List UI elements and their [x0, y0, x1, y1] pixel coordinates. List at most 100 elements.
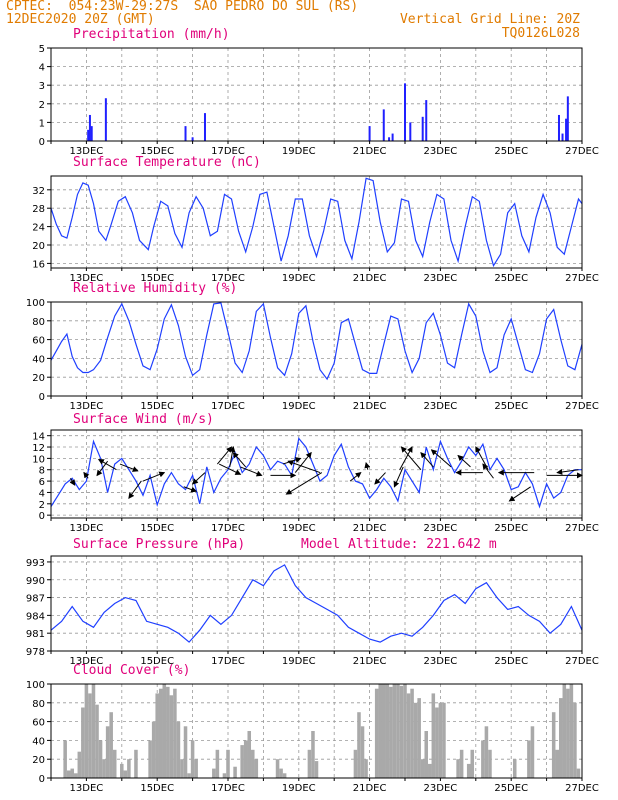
precipitation-panel: 0 1 2 3 4 5 13DEC 15DEC 17DEC 19DEC 21DEC 23DEC 25DE…	[39, 27, 599, 157]
y-tick-label: 5	[39, 44, 45, 55]
wind-arrow	[457, 454, 471, 468]
x-tick-label: 17DEC	[211, 273, 245, 284]
cloud-cover-bar	[98, 740, 103, 778]
x-tick-label: 25DEC	[494, 401, 528, 412]
cloud-cover-bar	[158, 688, 163, 778]
x-tick-label: 27DEC	[565, 273, 599, 284]
y-tick-label: 16	[32, 259, 45, 270]
y-tick-label: 80	[32, 317, 45, 328]
precipitation-bar	[557, 114, 560, 141]
cloud-cover-bar	[155, 693, 159, 778]
precipitation-bar	[421, 116, 424, 141]
y-tick-label: 40	[32, 354, 45, 365]
cloud-cover-bar	[212, 768, 216, 778]
wind-series-line	[50, 437, 582, 509]
cloud-cover-bar	[215, 749, 220, 778]
cloud-cover-bar	[406, 693, 411, 778]
cloud-cover-bar	[314, 761, 319, 778]
y-tick-label: 978	[26, 647, 45, 658]
cloud-cover-bar	[176, 721, 181, 778]
x-tick-label: 23DEC	[424, 273, 458, 284]
x-tick-label: 25DEC	[494, 146, 528, 157]
cloud-cover-bar	[456, 759, 460, 778]
y-tick-label: 100	[26, 680, 45, 691]
wind-arrow	[556, 468, 579, 475]
x-tick-label: 19DEC	[282, 146, 316, 157]
y-tick-label: 100	[26, 298, 45, 309]
x-tick-label: 23DEC	[424, 656, 458, 667]
y-tick-label: 8	[39, 466, 45, 477]
cloud-cover-bar	[162, 684, 167, 778]
x-tick-label: 21DEC	[353, 523, 387, 534]
x-tick-label: 13DEC	[70, 146, 104, 157]
cloud-cover-bar	[311, 731, 315, 778]
wind-arrow	[128, 480, 142, 499]
wind-arrow	[142, 471, 166, 482]
y-tick-label: 3	[39, 81, 45, 92]
y-tick-label: 4	[39, 63, 45, 74]
precipitation-bar	[203, 113, 206, 141]
cloud-cover-bar	[81, 707, 85, 778]
cloud-cover-bar	[438, 702, 443, 778]
cloud-cover-bar	[148, 740, 152, 778]
wind-arrow	[83, 471, 90, 479]
x-tick-label: 15DEC	[140, 273, 174, 284]
wind-arrow	[294, 451, 312, 473]
cloud-cover-title: Cloud Cover (%)	[73, 663, 190, 678]
wind-arrow	[232, 451, 247, 468]
x-tick-label: 19DEC	[282, 656, 316, 667]
x-tick-label: 15DEC	[140, 401, 174, 412]
y-tick-label: 20	[32, 755, 45, 766]
wind-arrow	[374, 472, 386, 485]
x-tick-label: 13DEC	[70, 523, 104, 534]
cloud-cover-bar	[91, 684, 96, 778]
cloud-cover-bar	[307, 749, 312, 778]
wind-frame	[50, 429, 583, 519]
cloud-cover-bar	[488, 749, 492, 778]
cloud-cover-bar	[105, 726, 110, 778]
cloud-cover-bar	[431, 693, 436, 778]
y-tick-label: 14	[32, 432, 45, 443]
cloud-cover-bar	[109, 712, 113, 778]
wind-arrow	[216, 446, 233, 465]
wind-arrow	[282, 457, 302, 465]
precipitation-bar	[404, 83, 406, 141]
x-tick-label: 21DEC	[353, 783, 387, 794]
x-tick-label: 25DEC	[494, 273, 528, 284]
cloud-cover-bar	[254, 759, 259, 778]
x-tick-label: 27DEC	[565, 401, 599, 412]
wind-arrow	[482, 463, 494, 479]
wind-arrow	[240, 466, 263, 477]
x-tick-label: 19DEC	[282, 523, 316, 534]
cloud-cover-bar	[403, 684, 407, 778]
x-tick-label: 21DEC	[353, 273, 387, 284]
vertical-grid-note: Vertical Grid Line: 20Z	[399, 12, 580, 27]
cloud-cover-bar	[173, 688, 177, 778]
cloud-cover-bar	[389, 686, 393, 778]
cloud-cover-bar	[74, 773, 78, 778]
cloud-cover-bar	[527, 740, 531, 778]
cloud-cover-bar	[240, 745, 244, 778]
cloud-cover-bar	[392, 684, 397, 778]
cloud-cover-bar	[385, 684, 390, 778]
x-tick-label: 23DEC	[424, 523, 458, 534]
humidity-frame	[50, 301, 583, 397]
precipitation-bar	[191, 137, 194, 141]
cloud-cover-bar	[576, 768, 581, 778]
pressure-title: Surface Pressure (hPa)	[73, 537, 245, 552]
x-tick-label: 19DEC	[282, 783, 316, 794]
temperature-title: Surface Temperature (nC)	[73, 155, 261, 170]
y-tick-label: 4	[39, 488, 45, 499]
y-tick-label: 2	[39, 100, 45, 111]
x-tick-label: 17DEC	[211, 523, 245, 534]
cloud-cover-bar	[466, 763, 471, 778]
cloud-cover-bar	[84, 684, 89, 778]
y-tick-label: 80	[32, 699, 45, 710]
temperature-frame	[50, 175, 583, 269]
cloud-cover-bar	[95, 704, 99, 778]
wind-arrow	[191, 472, 206, 485]
cloud-cover-bar	[70, 768, 75, 778]
temperature-series-line	[50, 177, 583, 268]
y-tick-label: 12	[32, 443, 45, 454]
